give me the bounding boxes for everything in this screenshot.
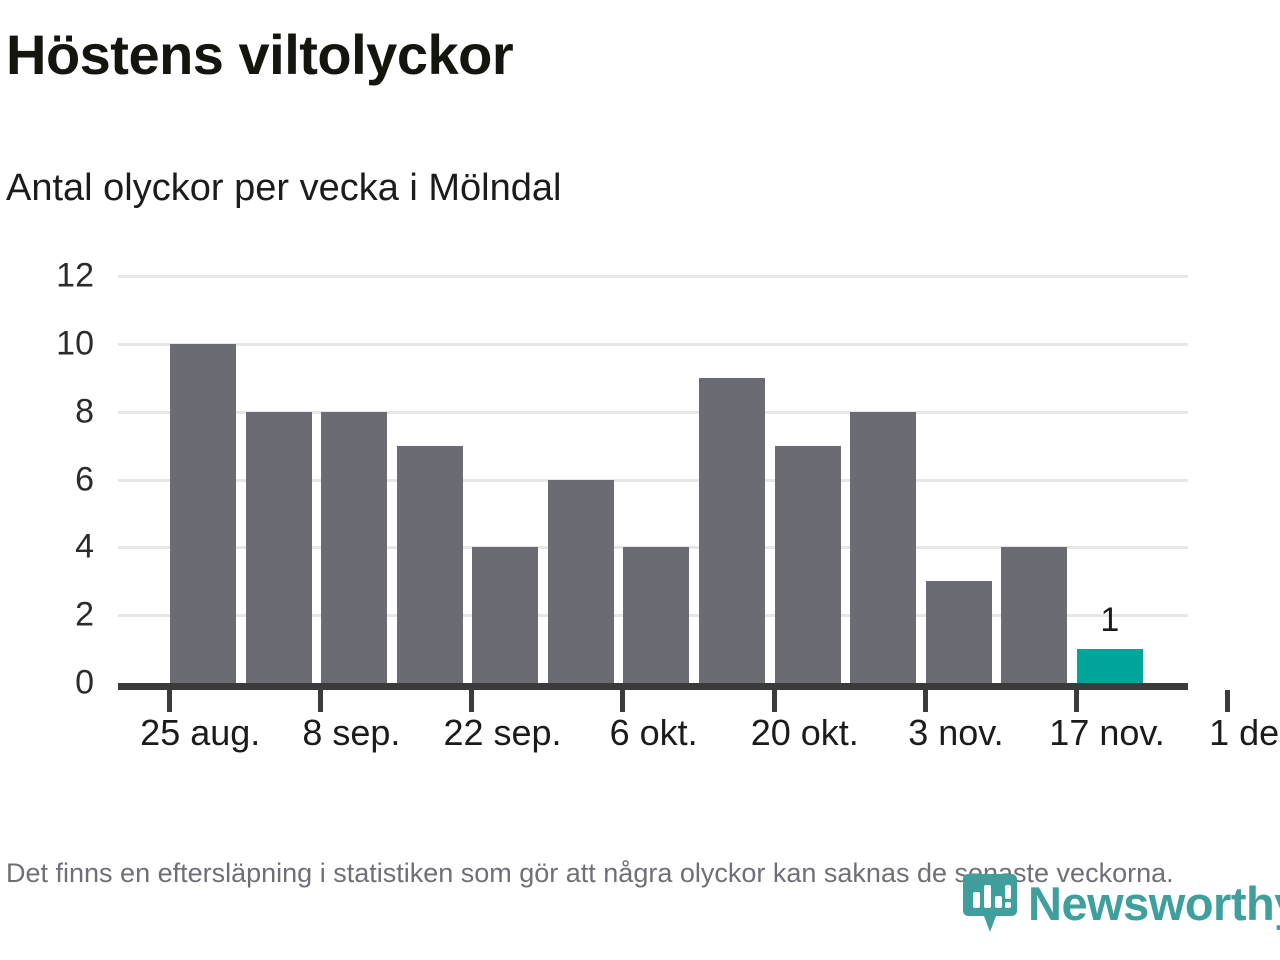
y-axis-tick-label: 6 [75,460,94,498]
x-axis-tick [1224,690,1230,712]
chart-bar [850,411,917,683]
y-axis-labels: 0 2 4 6 8 10 12 [0,257,118,702]
y-axis-tick-label: 8 [75,392,94,431]
gridline [118,275,1188,278]
chart-bar [321,411,388,683]
chart-bar [396,445,463,683]
x-axis-tick-label: 17 nov. [1049,712,1165,753]
chart-bar [698,377,766,683]
bar-value-label: 1 [1100,601,1120,640]
y-axis-tick-label: 10 [56,324,94,363]
bar-chart: 0 2 4 6 8 10 12 1 25 aug. 8 sep. 22 sep. 6 okt. 20… [0,250,1280,754]
y-axis-tick-label: 4 [75,527,94,566]
x-axis-tick-label: 3 nov. [908,712,1004,753]
x-axis-tick-label: 22 sep. [443,712,562,753]
chart-bar [925,581,992,683]
gridline [118,410,1188,414]
x-axis-tick [620,690,626,712]
chart-subtitle: Antal olyckor per vecka i Mölndal [6,167,562,209]
x-axis-tick-label: 6 okt. [609,712,698,753]
x-axis-tick-label: 25 aug. [140,712,261,753]
x-axis-tick-label: 8 sep. [302,712,401,753]
x-axis-tick [167,690,172,712]
chart-bar [245,411,312,683]
x-axis-tick [1073,690,1079,712]
gridline [118,342,1188,346]
newsworthy-logo: Newsworthy [962,872,1280,934]
x-axis-tick [469,690,475,712]
chart-bar [472,547,539,683]
newsworthy-wordmark: Newsworthy [1028,876,1280,930]
chart-bar [623,547,690,683]
x-axis-tick [922,690,928,712]
y-axis-tick-label: 0 [75,663,94,702]
y-axis-tick-label: 12 [56,256,94,295]
x-axis-tick [771,690,777,712]
x-axis-tick [318,690,324,712]
x-axis-tick-label: 20 okt. [750,712,859,753]
x-axis-line [118,683,1188,690]
chart-bar [774,445,841,683]
chart-bars: 1 [118,276,1188,683]
y-axis-tick-label: 2 [75,595,94,634]
newsworthy-bubble-chart-icon [962,872,1018,934]
chart-bar [1001,547,1068,683]
chart-bar [170,343,237,683]
x-axis-tick-label: 1 dec. [1209,712,1280,753]
gridline [118,478,1188,482]
chart-bar [1076,649,1143,683]
chart-bar [547,479,614,683]
page-title: Höstens viltolyckor [6,23,514,86]
